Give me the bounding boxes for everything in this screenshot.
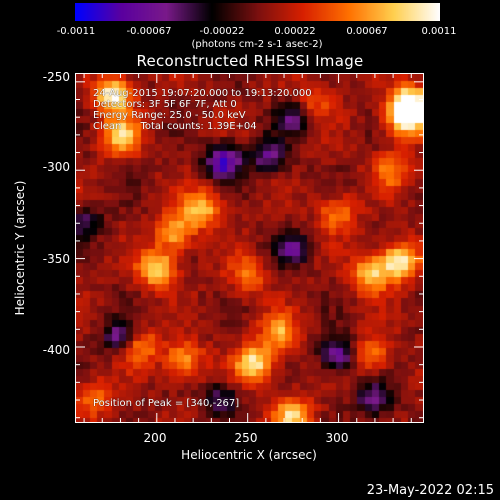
plot-area: 24-Aug-2015 19:07:20.000 to 19:13:20.000… bbox=[75, 73, 424, 423]
x-tick-label: 250 bbox=[234, 431, 258, 445]
colorbar-tick-label: 0.0011 bbox=[421, 26, 457, 37]
timestamp: 23-May-2022 02:15 bbox=[366, 483, 494, 498]
y-axis-label: Heliocentric Y (arcsec) bbox=[13, 180, 27, 316]
heatmap-image bbox=[76, 74, 423, 422]
y-tick-label: -400 bbox=[42, 343, 70, 357]
annotation-peak-position: Position of Peak = [340,-267] bbox=[93, 398, 240, 409]
colorbar-unit-label: (photons cm-2 s-1 asec-2) bbox=[191, 39, 323, 50]
colorbar-tick-label: -0.00067 bbox=[126, 26, 172, 37]
colorbar-tick-label: 0.00022 bbox=[274, 26, 316, 37]
colorbar bbox=[75, 3, 440, 21]
chart-title: Reconstructed RHESSI Image bbox=[136, 52, 364, 70]
x-tick-label: 300 bbox=[325, 431, 349, 445]
colorbar-tick-label: -0.0011 bbox=[56, 26, 96, 37]
annotation-detectors: Detectors: 3F 5F 6F 7F, Att 0 bbox=[93, 99, 237, 110]
y-tick-label: -300 bbox=[42, 160, 70, 174]
annotation-time-range: 24-Aug-2015 19:07:20.000 to 19:13:20.000 bbox=[93, 88, 312, 99]
y-tick-label: -250 bbox=[42, 70, 70, 84]
colorbar-tick-label: -0.00022 bbox=[199, 26, 245, 37]
x-tick-label: 200 bbox=[143, 431, 167, 445]
x-axis-label: Heliocentric X (arcsec) bbox=[181, 448, 317, 462]
annotation-energy-range: Energy Range: 25.0 - 50.0 keV bbox=[93, 110, 246, 121]
y-tick-label: -350 bbox=[42, 252, 70, 266]
colorbar-tick-label: 0.00067 bbox=[346, 26, 388, 37]
annotation-clean-counts: Clean Total counts: 1.39E+04 bbox=[93, 121, 257, 132]
